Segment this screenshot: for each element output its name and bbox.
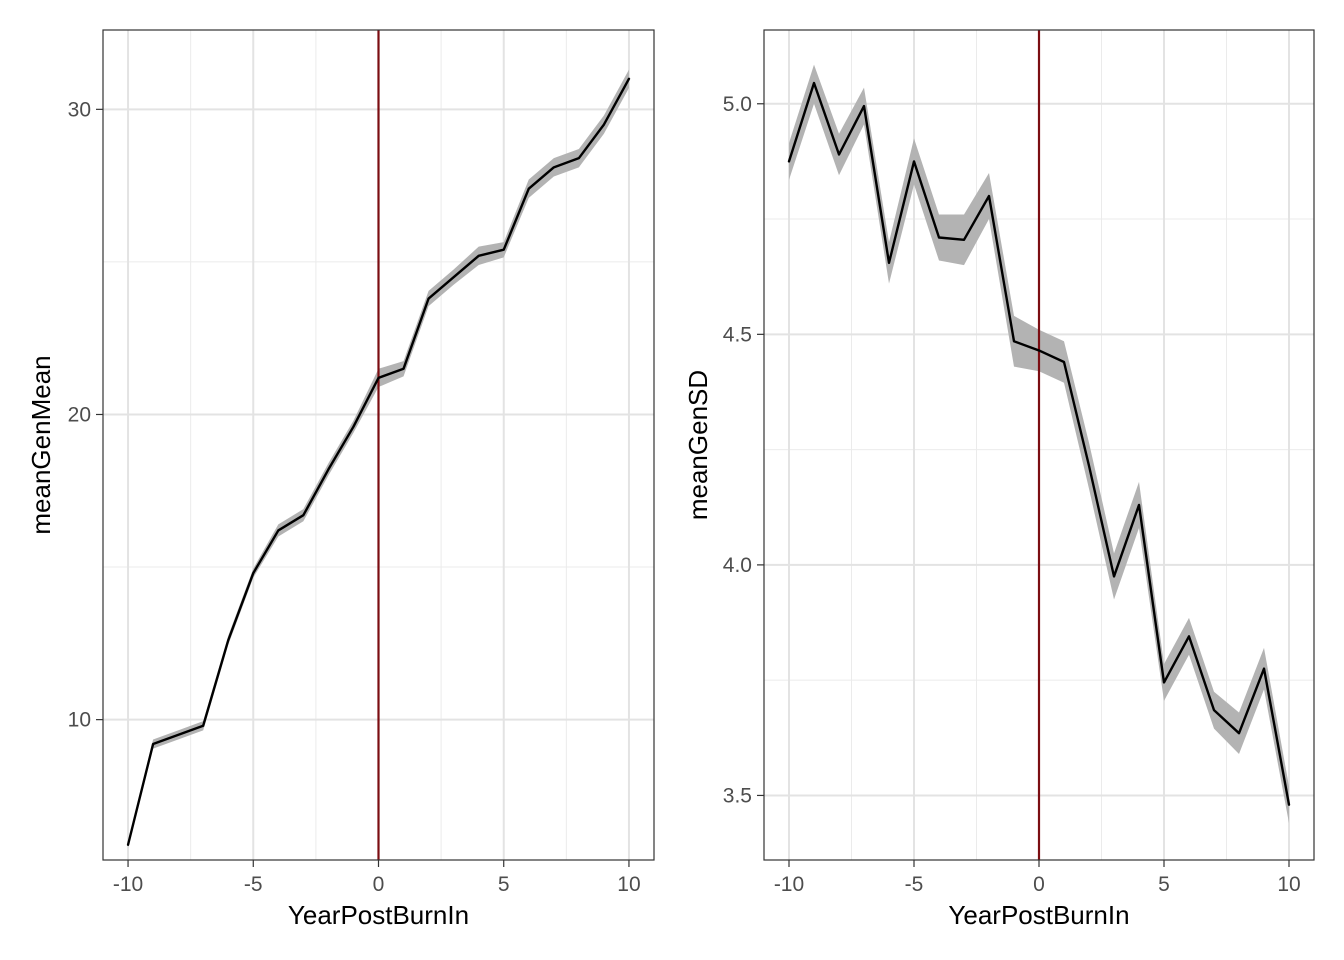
panel-right-y-axis-title: meanGenSD bbox=[683, 370, 713, 520]
panel-right-line-layer bbox=[787, 81, 1291, 806]
panel-left-x-ticks: -10 -5 0 5 10 bbox=[113, 860, 641, 896]
panel-right-y-tick-label-1: 4.0 bbox=[723, 554, 752, 577]
panel-left-y-tick-label-0: 10 bbox=[68, 709, 91, 732]
panel-right: -10 -5 0 5 10 3.5 4.0 4.5 5.0 YearPostBurnIn me… bbox=[683, 29, 1315, 930]
panel-left-x-tick-label-4: 10 bbox=[617, 873, 640, 896]
panel-left-series-line bbox=[126, 77, 631, 846]
panel-right-x-axis-title: YearPostBurnIn bbox=[948, 900, 1129, 930]
panel-left-x-tick-label-0: -10 bbox=[113, 873, 143, 896]
panel-left-x-tick-label-3: 5 bbox=[498, 873, 510, 896]
panel-right-y-tick-label-0: 3.5 bbox=[723, 784, 752, 807]
panel-left-y-tick-label-2: 30 bbox=[68, 98, 91, 121]
panel-right-x-tick-label-2: 0 bbox=[1033, 873, 1045, 896]
panel-right-confidence-ribbon bbox=[789, 64, 1289, 824]
panel-right-x-tick-label-1: -5 bbox=[905, 873, 924, 896]
panel-left-x-axis-title: YearPostBurnIn bbox=[288, 900, 469, 930]
panel-right-series-line bbox=[787, 81, 1291, 806]
panel-left-y-tick-label-1: 20 bbox=[68, 403, 91, 426]
panel-left-line-layer bbox=[126, 77, 631, 846]
panel-right-ribbon-layer bbox=[789, 64, 1289, 824]
panel-left-y-ticks: 10 20 30 bbox=[68, 98, 103, 732]
panel-right-y-tick-label-2: 4.5 bbox=[723, 323, 752, 346]
panel-right-x-tick-label-0: -10 bbox=[774, 873, 804, 896]
panel-left-y-axis-title: meanGenMean bbox=[26, 355, 56, 534]
panel-left: -10 -5 0 5 10 10 20 30 YearPostBurnIn meanGenM… bbox=[26, 29, 655, 930]
panel-right-y-ticks: 3.5 4.0 4.5 5.0 bbox=[723, 93, 764, 807]
panel-right-x-tick-label-3: 5 bbox=[1158, 873, 1170, 896]
panel-left-x-tick-label-2: 0 bbox=[373, 873, 385, 896]
panel-right-y-tick-label-3: 5.0 bbox=[723, 93, 752, 116]
panel-left-x-tick-label-1: -5 bbox=[244, 873, 263, 896]
panel-right-x-tick-label-4: 10 bbox=[1277, 873, 1300, 896]
panel-right-x-ticks: -10 -5 0 5 10 bbox=[774, 860, 1301, 896]
